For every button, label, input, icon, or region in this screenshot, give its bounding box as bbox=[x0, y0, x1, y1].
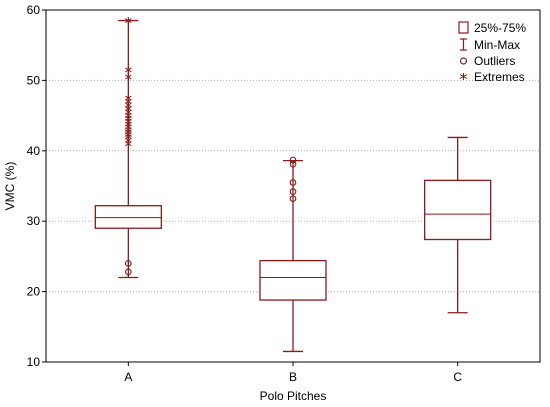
iqr-box bbox=[259, 259, 327, 301]
legend-item-extremes: Extremes bbox=[459, 70, 525, 84]
legend-item-box: 25%-75% bbox=[458, 21, 526, 35]
asterisk-icon bbox=[459, 73, 468, 80]
y-tick-label: 50 bbox=[27, 73, 41, 87]
x-axis-title: Polo Pitches bbox=[260, 389, 327, 403]
outlier-point bbox=[289, 156, 297, 164]
extreme-point bbox=[125, 17, 132, 25]
y-axis-title: VMC (%) bbox=[3, 162, 17, 211]
outlier-point bbox=[124, 268, 132, 276]
y-tick-label: 10 bbox=[27, 355, 41, 369]
x-axis-ticks: A B C bbox=[124, 362, 462, 384]
box-icon bbox=[458, 21, 469, 34]
x-tick-label: C bbox=[453, 370, 462, 384]
legend-item-whisker: Min-Max bbox=[460, 38, 520, 52]
y-tick-label: 60 bbox=[27, 3, 41, 17]
circle-icon bbox=[459, 57, 468, 65]
legend-label-outliers: Outliers bbox=[474, 54, 515, 68]
outlier-point bbox=[289, 160, 297, 168]
legend-label-whisker: Min-Max bbox=[474, 38, 520, 52]
extreme-point bbox=[125, 94, 132, 102]
plot-area-frame bbox=[45, 9, 541, 363]
outlier-point bbox=[289, 179, 297, 186]
legend-label-box: 25%-75% bbox=[474, 21, 526, 35]
legend-item-outliers: Outliers bbox=[459, 54, 515, 68]
outlier-point bbox=[124, 260, 132, 267]
iqr-box bbox=[424, 179, 492, 241]
outlier-point bbox=[289, 195, 297, 203]
legend: 25%-75% Min-Max Outliers Extremes bbox=[458, 21, 526, 84]
whisker-icon bbox=[460, 38, 467, 51]
y-tick-label: 30 bbox=[27, 214, 41, 228]
box-group-b bbox=[259, 156, 327, 353]
y-tick-label: 20 bbox=[27, 285, 41, 299]
extreme-point bbox=[125, 66, 132, 74]
y-axis-ticks: 10 20 30 40 50 60 bbox=[27, 3, 46, 369]
outlier-point bbox=[289, 188, 297, 195]
legend-label-extremes: Extremes bbox=[474, 70, 525, 84]
extreme-point bbox=[125, 73, 132, 81]
x-tick-label: B bbox=[289, 370, 297, 384]
box-group-a bbox=[94, 17, 162, 279]
box-group-c bbox=[424, 136, 492, 314]
iqr-box bbox=[94, 205, 162, 229]
boxes-group bbox=[94, 17, 492, 353]
y-tick-label: 40 bbox=[27, 144, 41, 158]
x-tick-label: A bbox=[124, 370, 132, 384]
